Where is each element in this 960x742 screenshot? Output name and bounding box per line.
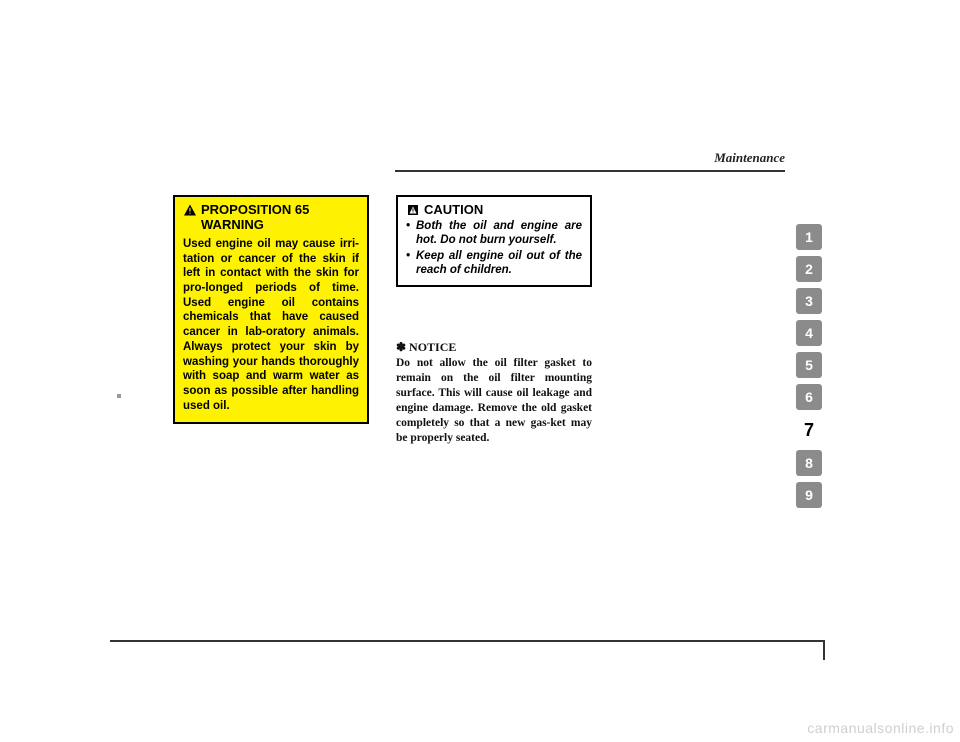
caution-item: Both the oil and engine are hot. Do not … [406,219,582,248]
section-title: Maintenance [714,150,785,166]
footer-divider [110,640,825,642]
tab-3[interactable]: 3 [796,288,822,314]
tab-5[interactable]: 5 [796,352,822,378]
tab-7-current[interactable]: 7 [796,416,822,444]
warning-body-text: Used engine oil may cause irri-tation or… [183,237,359,414]
warning-heading: PROPOSITION 65 WARNING [183,203,359,233]
caution-item: Keep all engine oil out of the reach of … [406,249,582,278]
warning-heading-text: PROPOSITION 65 WARNING [201,203,359,233]
caution-body: Both the oil and engine are hot. Do not … [406,219,582,278]
manual-page: Maintenance PROPOSITION 65 WARNING Used … [0,0,960,742]
warning-triangle-icon [183,204,197,216]
tab-9[interactable]: 9 [796,482,822,508]
caution-heading-text: CAUTION [424,202,483,217]
proposition-65-warning-box: PROPOSITION 65 WARNING Used engine oil m… [173,195,369,424]
tab-8[interactable]: 8 [796,450,822,476]
section-tabs: 1 2 3 4 5 6 7 8 9 [796,224,822,508]
tab-6[interactable]: 6 [796,384,822,410]
caution-icon [406,204,420,216]
footer-tick [823,640,825,660]
tab-4[interactable]: 4 [796,320,822,346]
notice-heading: ✽ NOTICE [396,340,456,355]
margin-mark [117,394,121,398]
caution-heading: CAUTION [406,202,582,217]
tab-2[interactable]: 2 [796,256,822,282]
tab-1[interactable]: 1 [796,224,822,250]
watermark-text: carmanualsonline.info [807,720,954,736]
header-divider [395,170,785,172]
notice-body-text: Do not allow the oil filter gasket to re… [396,356,592,446]
caution-box: CAUTION Both the oil and engine are hot.… [396,195,592,287]
